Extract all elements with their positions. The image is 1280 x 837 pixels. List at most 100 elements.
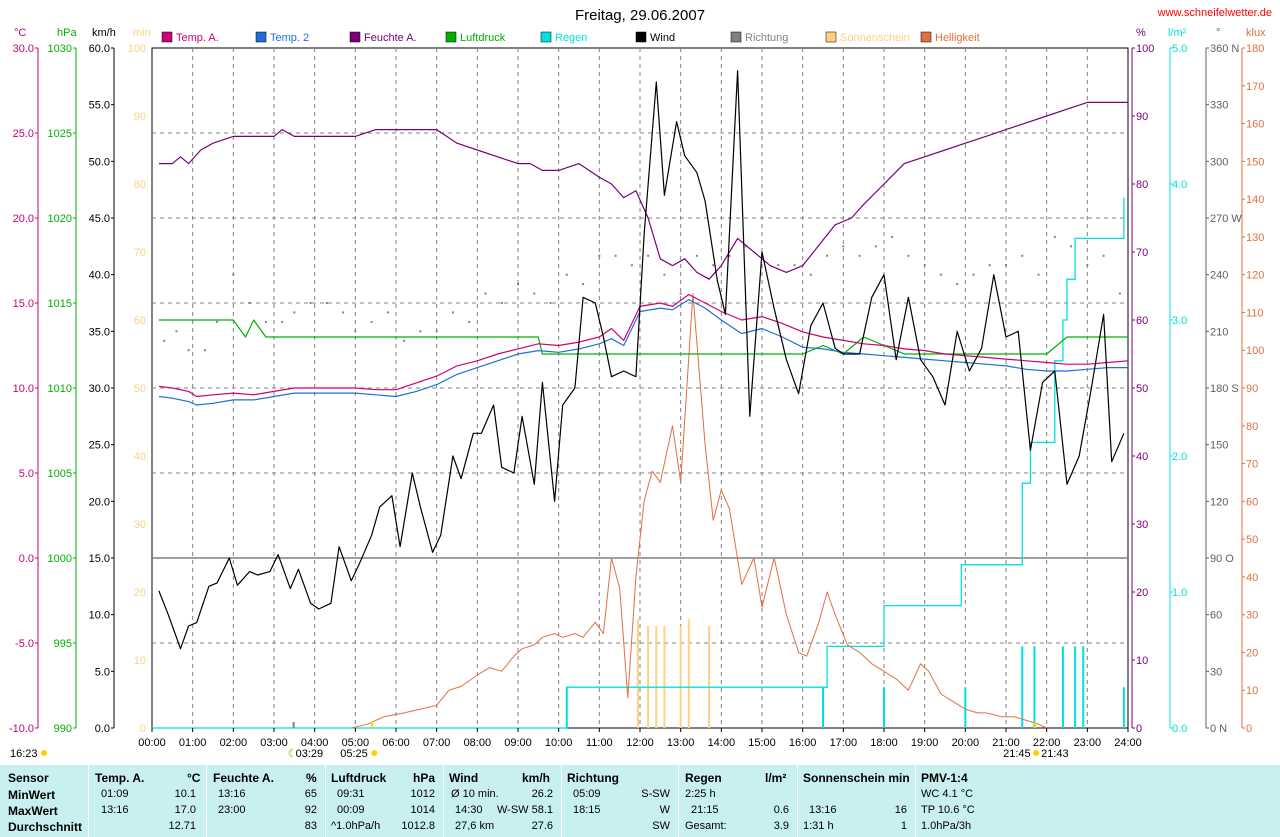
regen-duration: 2:25 h	[685, 788, 716, 800]
tick-label-lux: 110	[1246, 307, 1264, 319]
tick-label-temp: 0.0	[19, 553, 34, 565]
luftdruck-max-value: 1014	[410, 804, 435, 816]
direction-dot	[1118, 292, 1121, 295]
feuchte-min-value: 65	[304, 788, 317, 800]
x-tick-label: 01:00	[179, 737, 207, 749]
tick-label-dir: 30	[1210, 666, 1222, 678]
tick-label-hum: 70	[1136, 247, 1148, 259]
x-tick-label: 15:00	[748, 737, 776, 749]
panel-divider	[206, 765, 207, 837]
tick-label-hum: 80	[1136, 179, 1148, 191]
tick-label-wind: 25.0	[89, 440, 110, 452]
tick-label-lux: 80	[1246, 421, 1258, 433]
legend-label: Temp. 2	[270, 32, 309, 44]
direction-dot	[647, 254, 650, 257]
tick-label-wind: 10.0	[89, 610, 110, 622]
tick-label-hum: 60	[1136, 315, 1148, 327]
direction-dot	[809, 273, 812, 276]
tick-label-rain: 0.0	[1172, 723, 1187, 735]
direction-dot	[354, 330, 357, 333]
luftdruck-max-time: 00:09	[337, 804, 365, 816]
panel-divider	[678, 765, 679, 837]
direction-dot	[468, 320, 471, 323]
tick-label-rain: 1.0	[1172, 587, 1187, 599]
regen-total-label: Gesamt:	[685, 820, 727, 832]
temp-max-time: 13:16	[101, 804, 129, 816]
panel-divider	[443, 765, 444, 837]
direction-dot	[956, 283, 959, 286]
x-tick-label: 20:00	[952, 737, 980, 749]
direction-dot	[614, 254, 617, 257]
legend-label: Luftdruck	[460, 32, 506, 44]
x-tick-label: 03:00	[260, 737, 288, 749]
direction-dot	[248, 302, 251, 304]
moonrise-time: 03:29	[296, 748, 324, 760]
regen-unit: l/m²	[765, 771, 787, 785]
tick-label-hum: 50	[1136, 383, 1148, 395]
direction-dot	[1086, 264, 1089, 267]
chart-title: Freitag, 29.06.2007	[575, 7, 705, 24]
tick-label-dir: 210	[1210, 326, 1228, 338]
direction-dot	[598, 254, 601, 257]
axis-unit-hum: %	[1136, 27, 1146, 39]
axis-unit-sun: min	[133, 27, 151, 39]
direction-dot	[500, 302, 503, 304]
regen-total-value: 3.9	[773, 820, 789, 832]
direction-dot	[1053, 235, 1056, 238]
richtung-max-value: W	[659, 804, 670, 816]
row-label-min: MinWert	[8, 788, 56, 802]
direction-dot	[630, 264, 633, 267]
tick-label-wind: 55.0	[89, 100, 110, 112]
site-url[interactable]: www.schneifelwetter.de	[1157, 7, 1272, 19]
x-tick-label: 21:00	[992, 737, 1020, 749]
direction-dot	[1037, 273, 1040, 276]
sonne-total-value: 1	[900, 820, 907, 832]
richtung-min-time: 05:09	[573, 788, 601, 800]
tick-label-dir: 180 S	[1210, 383, 1239, 395]
tick-label-lux: 40	[1246, 572, 1258, 584]
day-length: 16:23	[10, 748, 38, 760]
x-tick-label: 19:00	[911, 737, 939, 749]
legend-swatch	[635, 31, 647, 43]
direction-dot	[517, 283, 519, 286]
wind-header: Wind	[449, 771, 479, 785]
richtung-min-value: S-SW	[641, 788, 670, 800]
sunrise-time: 05:25	[340, 748, 368, 760]
tick-label-lux: 90	[1246, 383, 1258, 395]
tick-label-dir: 150	[1210, 440, 1228, 452]
tick-label-hum: 90	[1136, 111, 1148, 123]
tick-label-hum: 30	[1136, 519, 1148, 531]
sunset-time: 21:43	[1041, 748, 1069, 760]
tick-label-wind: 45.0	[89, 213, 110, 225]
tick-label-dir: 270 W	[1210, 213, 1242, 225]
direction-dot	[203, 349, 206, 352]
tick-label-lux: 50	[1246, 534, 1258, 546]
luftdruck-min-value: 1012	[410, 788, 435, 800]
temp-unit: °C	[187, 771, 201, 785]
tick-label-dir: 240	[1210, 270, 1228, 282]
temp-avg-value: 12.71	[168, 820, 196, 832]
direction-dot	[370, 320, 373, 323]
x-tick-label: 02:00	[220, 737, 248, 749]
direction-dot	[712, 264, 715, 267]
tick-label-rain: 2.0	[1172, 451, 1187, 463]
axis-unit-lux: klux	[1246, 27, 1266, 39]
regen-header: Regen	[685, 771, 722, 785]
legend-label: Temp. A.	[176, 32, 219, 44]
tick-label-wind: 30.0	[89, 383, 110, 395]
direction-dot	[435, 330, 438, 333]
tick-label-wind: 5.0	[95, 666, 110, 678]
wind-unit: km/h	[522, 771, 551, 785]
legend-label: Richtung	[745, 32, 788, 44]
axis-unit-temp: °C	[14, 27, 26, 39]
sonne-header: Sonnenschein min	[803, 771, 910, 785]
direction-dot	[679, 292, 682, 295]
direction-dot	[187, 349, 190, 352]
wind-max-value: 58.1	[531, 804, 553, 816]
x-tick-label: 00:00	[138, 737, 166, 749]
direction-dot	[232, 273, 235, 276]
legend-swatch	[825, 31, 837, 43]
luftdruck-header: Luftdruck	[331, 771, 387, 785]
legend-label: Feuchte A.	[364, 32, 417, 44]
direction-dot	[744, 245, 747, 248]
